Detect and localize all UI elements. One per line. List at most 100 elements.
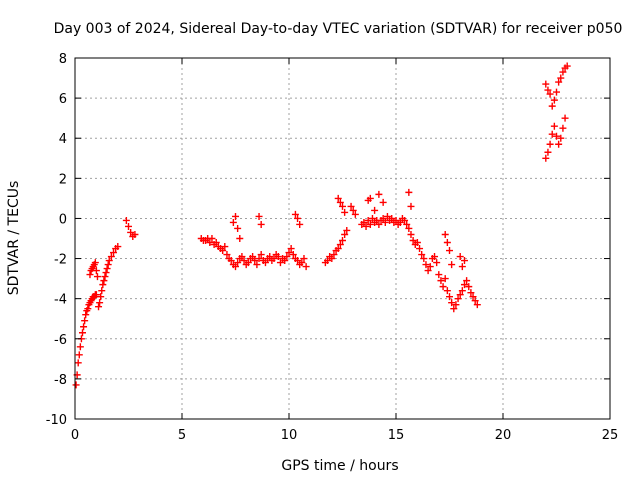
data-point (103, 265, 111, 273)
data-point (364, 216, 372, 224)
x-tick-label: 5 (178, 428, 186, 443)
data-point (206, 239, 214, 247)
chart-title: Day 003 of 2024, Sidereal Day-to-day VTE… (54, 21, 623, 37)
data-point (240, 257, 248, 265)
data-point (229, 218, 237, 226)
data-point (253, 261, 261, 269)
data-point (93, 273, 101, 281)
data-point (125, 222, 132, 230)
x-tick-label: 25 (602, 428, 619, 443)
data-point (542, 154, 550, 162)
data-point (379, 198, 387, 206)
data-point (424, 267, 432, 275)
y-tick-label: -2 (54, 253, 67, 268)
data-point (448, 299, 456, 307)
data-point (287, 245, 295, 253)
x-tick-label: 0 (71, 428, 79, 443)
data-point (114, 243, 122, 251)
data-point (219, 247, 227, 255)
data-point (375, 190, 383, 198)
data-point (131, 230, 139, 238)
y-tick-label: 2 (59, 172, 67, 187)
data-point (460, 257, 468, 265)
data-point (465, 283, 473, 291)
data-point (341, 230, 349, 238)
data-point (454, 295, 462, 303)
data-point (255, 212, 263, 220)
data-point (448, 261, 456, 269)
data-point (234, 224, 242, 232)
data-point (334, 245, 342, 253)
data-point (557, 74, 565, 82)
data-point (548, 102, 556, 110)
data-point (349, 206, 357, 214)
data-point (257, 220, 265, 228)
data-point (550, 96, 558, 104)
data-point (291, 210, 299, 218)
data-point (91, 259, 99, 267)
data-point (212, 239, 220, 247)
data-point (74, 359, 82, 367)
data-point (362, 222, 370, 230)
data-point (223, 251, 231, 259)
data-point (450, 305, 458, 313)
data-point (296, 220, 304, 228)
data-point (82, 311, 90, 319)
data-point (328, 255, 336, 263)
data-point (339, 237, 346, 245)
tick-labels: 0 5 10 15 20 25 -10 -8 -6 -4 -2 0 2 4 6 8 (46, 52, 619, 443)
data-point (407, 202, 415, 210)
data-point (441, 275, 449, 283)
data-point (403, 220, 411, 228)
data-point (405, 224, 413, 232)
data-point (339, 202, 346, 210)
y-tick-label: -4 (54, 293, 67, 308)
data-point (274, 253, 282, 261)
data-point (439, 283, 447, 291)
data-point (375, 220, 383, 228)
data-point (110, 249, 118, 257)
data-point (97, 293, 105, 301)
data-point (98, 287, 106, 295)
data-point (270, 255, 278, 263)
data-point (238, 253, 246, 261)
data-point (266, 253, 274, 261)
data-point (443, 239, 451, 247)
data-point (96, 299, 104, 307)
data-point (324, 257, 332, 265)
data-point (561, 114, 569, 122)
data-point (413, 239, 421, 247)
data-point (426, 263, 434, 271)
data-point (368, 214, 376, 222)
data-point (236, 235, 244, 242)
data-point (84, 305, 92, 313)
data-point (435, 271, 443, 279)
data-point (127, 228, 135, 236)
x-tick-label: 10 (281, 428, 298, 443)
data-point (471, 297, 479, 305)
data-point (251, 257, 259, 265)
data-point (81, 317, 89, 325)
y-tick-label: -8 (54, 373, 67, 388)
data-point (336, 241, 344, 249)
data-point (383, 212, 391, 220)
data-point (221, 243, 229, 251)
y-tick-label: 8 (59, 52, 67, 67)
data-point (300, 255, 308, 263)
data-point (467, 289, 475, 297)
data-point (232, 212, 239, 220)
data-point (456, 253, 464, 261)
data-point (407, 230, 415, 238)
data-point (422, 261, 430, 269)
grid (75, 58, 610, 419)
data-point (555, 78, 563, 86)
data-point (396, 218, 404, 226)
data-point (227, 257, 235, 265)
y-tick-label: -10 (46, 413, 67, 428)
data-points (72, 62, 571, 389)
data-point (469, 293, 477, 301)
data-point (416, 245, 424, 253)
data-point (456, 291, 464, 299)
